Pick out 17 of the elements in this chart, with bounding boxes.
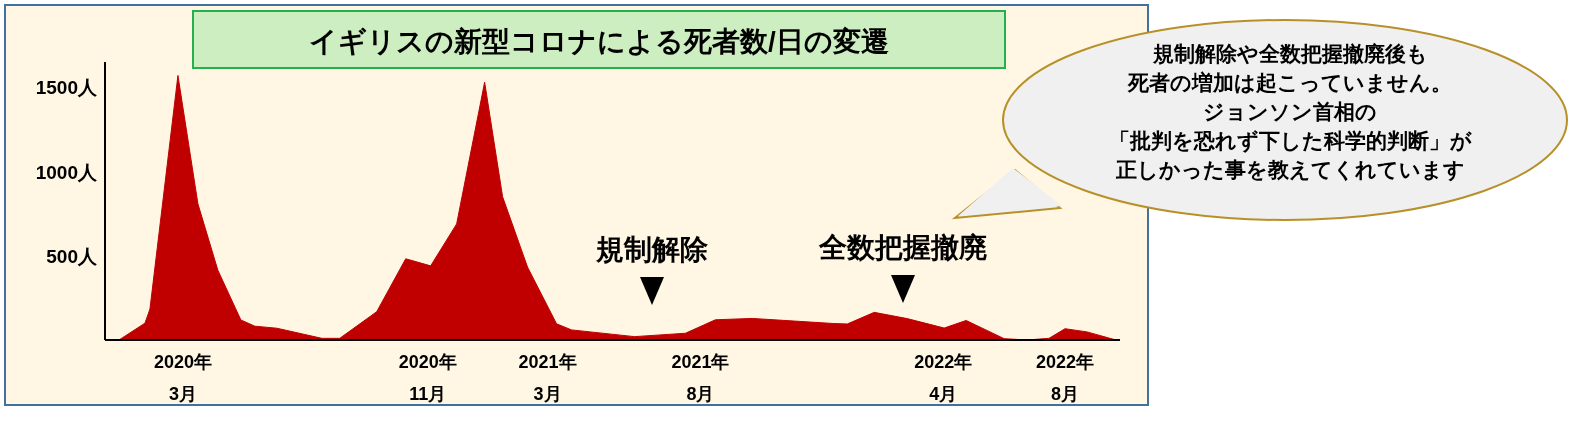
annotation: 規制解除 <box>595 234 708 265</box>
y-tick-label: 500人 <box>46 245 98 267</box>
x-tick-label: 2020年 3月 <box>153 352 212 404</box>
x-tick-label: 2021年 3月 <box>518 352 577 404</box>
annotation: 全数把握撤廃 <box>818 232 987 263</box>
x-tick-label: 2022年 4月 <box>914 352 973 404</box>
x-tick-label: 2022年 8月 <box>1036 352 1095 404</box>
text: ジョンソン首相の <box>1203 100 1377 123</box>
annotation: 正しかった事を教えてくれています <box>1114 158 1465 182</box>
y-tick-label: 1500人 <box>35 77 98 99</box>
text: 死者の増加は起こっていません。 <box>1127 71 1452 94</box>
annotation: 「批判を恐れず下した科学的判断」が <box>1108 129 1472 153</box>
x-tick-label: 2021年 8月 <box>671 352 730 404</box>
x-tick-label: 2020年 11月 <box>398 352 457 404</box>
text: 規制解除や全数把握撤廃後も <box>1151 42 1428 65</box>
chart-title: イギリスの新型コロナによる死者数/日の変遷 <box>309 26 889 57</box>
y-tick-label: 1000人 <box>35 161 98 183</box>
